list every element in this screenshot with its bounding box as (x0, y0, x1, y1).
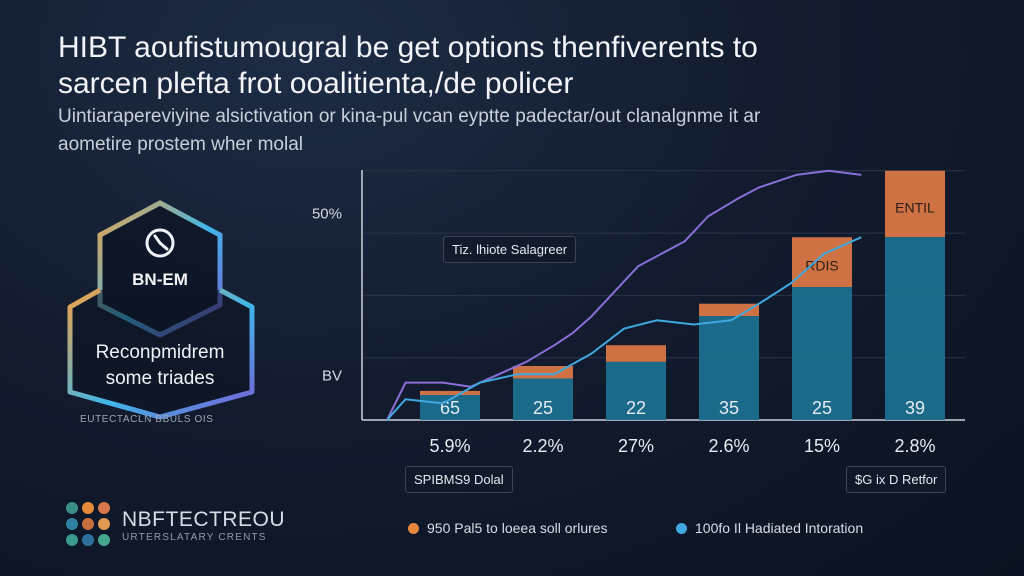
bar-data-label: 35 (719, 398, 739, 418)
subtitle-line-1: Uintiarapereviyine alsictivation or kina… (58, 106, 761, 127)
x-tick-label: 5.9% (429, 436, 470, 456)
annotation-top: Tiz. lhiote Salagreer (443, 236, 577, 263)
title-line-1: HIBT aoufistumougral be get options then… (58, 31, 758, 64)
bar-line-chart: 50% BV 65 5.9% 25 2.2% 22 27% 35 2.6% 25 15% 39 2.8% E… (312, 169, 965, 456)
logo-name: NBFTECTREOU (122, 508, 285, 531)
line-series-blue (386, 236, 862, 421)
bar-inner-label: RDIS (805, 257, 838, 273)
subtitle-line-2: aometire prostem wher molal (58, 134, 303, 155)
page-title: HIBT aoufistumougral be get options then… (58, 30, 988, 102)
annotation-bottom-right: $G ix D Retfor (846, 466, 947, 493)
page-subtitle: Uintiarapereviyine alsictivation or kina… (58, 103, 988, 159)
logo-dots-icon (66, 502, 112, 548)
legend-label-orange: 950 Pal5 to loeea soll orlures (427, 520, 608, 536)
logo-dot (66, 518, 78, 530)
bar-segment-top (513, 366, 573, 379)
y-tick-label: BV (322, 367, 342, 384)
badge-caption-line-2: some triades (105, 368, 215, 389)
logo-dot (66, 534, 78, 546)
bar-data-label: 22 (626, 398, 646, 418)
legend-item-blue: 100fo Il Hadiated Intoration (676, 520, 863, 536)
legend-swatch-blue (676, 523, 687, 534)
logo-dot (82, 518, 94, 530)
bar-inner-label: ENTIL (895, 199, 935, 215)
bar-segment-base (792, 287, 852, 420)
logo-dot (98, 502, 110, 514)
bar-data-label: 25 (812, 398, 832, 418)
annotation-bottom-left: SPIBMS9 Dolal (405, 466, 513, 493)
title-line-2: sarcen plefta frot ooalitienta,/de polic… (58, 67, 574, 100)
y-tick-label: 50% (312, 205, 342, 222)
bar-segment-base (699, 316, 759, 420)
badge-frame-icon (67, 200, 255, 420)
clock-icon (145, 228, 175, 258)
logo-dot (98, 518, 110, 530)
bar-segment-top (420, 390, 480, 396)
legend-swatch-orange (408, 523, 419, 534)
x-tick-label: 27% (618, 436, 654, 456)
bar-data-label: 25 (533, 398, 553, 418)
hexagon-badge: BN-EM Reconpmidrem some triades EUTECTAC… (60, 195, 270, 430)
bar-data-label: 65 (440, 398, 460, 418)
bar-segment-top (606, 345, 666, 362)
x-tick-label: 2.2% (522, 436, 563, 456)
company-logo: NBFTECTREOU URTERSLATARY CRENTS (66, 502, 366, 552)
x-tick-label: 2.6% (708, 436, 749, 456)
x-tick-label: 15% (804, 436, 840, 456)
logo-dot (82, 534, 94, 546)
legend-label-blue: 100fo Il Hadiated Intoration (695, 520, 864, 536)
bar-data-label: 39 (905, 398, 925, 418)
x-tick-label: 2.8% (894, 436, 935, 456)
badge-footer: EUTECTACLN BBULS OIS (80, 414, 214, 425)
bar-segment-top (885, 170, 945, 238)
logo-dot (82, 502, 94, 514)
logo-tagline: URTERSLATARY CRENTS (122, 532, 267, 543)
legend-item-orange: 950 Pal5 to loeea soll orlures (408, 520, 608, 536)
bar-segment-base (606, 361, 666, 420)
logo-dot (98, 534, 110, 546)
bar-segment-base (885, 237, 945, 420)
badge-brand: BN-EM (132, 270, 188, 289)
logo-dot (66, 502, 78, 514)
bar-segment-base (513, 378, 573, 420)
badge-caption-line-1: Reconpmidrem (95, 342, 225, 363)
